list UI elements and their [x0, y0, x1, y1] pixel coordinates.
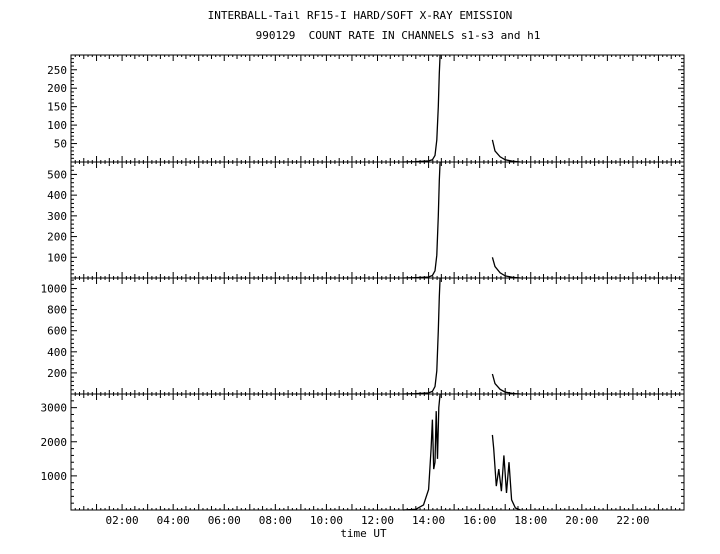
y-tick-label: 400 [47, 189, 67, 202]
x-tick-label: 06:00 [208, 514, 241, 527]
y-tick-label: 500 [47, 168, 67, 181]
chart-title: INTERBALL-Tail RF15-I HARD/SOFT X-RAY EM… [207, 9, 513, 22]
x-tick-label: 16:00 [463, 514, 496, 527]
x-tick-label: 18:00 [514, 514, 547, 527]
x-tick-label: 08:00 [259, 514, 292, 527]
y-tick-label: 300 [47, 210, 67, 223]
y-tick-label: 200 [47, 231, 67, 244]
x-tick-label: 10:00 [310, 514, 343, 527]
y-tick-label: 200 [47, 82, 67, 95]
y-tick-label: 2000 [41, 436, 68, 449]
y-tick-label: 800 [47, 304, 67, 317]
y-tick-label: 3000 [41, 402, 68, 415]
x-tick-label: 22:00 [616, 514, 649, 527]
data-series-line [491, 434, 521, 511]
y-tick-label: 100 [47, 251, 67, 264]
x-tick-label: 20:00 [565, 514, 598, 527]
data-series-line [491, 139, 521, 163]
x-tick-label: 12:00 [361, 514, 394, 527]
x-tick-label: 02:00 [106, 514, 139, 527]
y-tick-label: 400 [47, 346, 67, 359]
panel-frame-2 [70, 161, 685, 279]
panel-frame-3 [70, 277, 685, 395]
y-tick-label: 1000 [41, 470, 68, 483]
data-series-line [402, 393, 441, 511]
x-axis-label: time UT [340, 527, 387, 540]
x-tick-label: 04:00 [157, 514, 190, 527]
panel-frame-4 [70, 393, 685, 511]
y-tick-label: 150 [47, 101, 67, 114]
y-tick-label: 50 [54, 138, 67, 151]
data-series-line [402, 161, 441, 279]
data-series-line [402, 277, 441, 395]
data-series-line [491, 257, 521, 279]
panel-frame-1 [70, 54, 685, 163]
data-series-line [402, 54, 441, 163]
y-tick-label: 250 [47, 64, 67, 77]
y-tick-label: 100 [47, 119, 67, 132]
y-tick-label: 600 [47, 325, 67, 338]
x-tick-label: 14:00 [412, 514, 445, 527]
y-tick-label: 1000 [41, 283, 68, 296]
y-tick-label: 200 [47, 367, 67, 380]
data-series-line [491, 373, 521, 395]
chart-subtitle: 990129 COUNT RATE IN CHANNELS s1-s3 and … [255, 29, 541, 42]
